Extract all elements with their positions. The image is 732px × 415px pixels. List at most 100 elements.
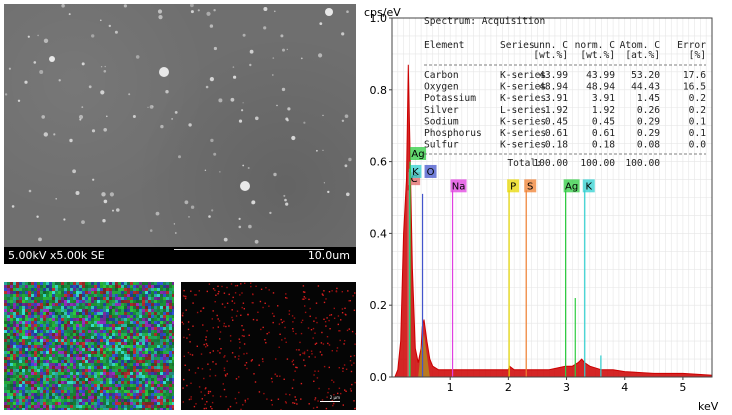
map-pixel	[163, 321, 166, 324]
map-pixel	[100, 396, 103, 399]
map-pixel	[19, 318, 22, 321]
map-pixel	[304, 291, 306, 293]
map-pixel	[67, 315, 70, 318]
map-pixel	[100, 333, 103, 336]
map-pixel	[136, 327, 139, 330]
map-pixel	[169, 351, 172, 354]
map-pixel	[34, 318, 37, 321]
map-pixel	[88, 381, 91, 384]
map-pixel	[64, 366, 67, 369]
map-pixel	[7, 360, 10, 363]
map-pixel	[270, 399, 273, 401]
map-pixel	[163, 294, 166, 297]
map-pixel	[58, 336, 61, 339]
table-cell: K-series	[500, 70, 546, 81]
map-pixel	[25, 315, 28, 318]
map-pixel	[43, 330, 46, 333]
map-pixel	[37, 375, 40, 378]
map-pixel	[7, 369, 10, 372]
map-pixel	[91, 381, 94, 384]
map-pixel	[19, 354, 22, 357]
map-pixel	[4, 390, 7, 393]
map-pixel	[4, 405, 7, 408]
map-pixel	[49, 363, 52, 366]
map-pixel	[127, 336, 130, 339]
sem-particle	[68, 13, 71, 16]
map-pixel	[109, 384, 112, 387]
map-pixel	[238, 355, 240, 357]
map-pixel	[338, 387, 341, 389]
map-pixel	[154, 309, 157, 312]
map-pixel	[97, 348, 100, 351]
map-pixel	[79, 333, 82, 336]
map-pixel	[58, 327, 61, 330]
map-pixel	[211, 408, 213, 410]
map-pixel	[70, 351, 73, 354]
map-pixel	[109, 288, 112, 291]
map-pixel	[103, 297, 106, 300]
map-pixel	[19, 363, 22, 366]
map-pixel	[130, 324, 133, 327]
map-pixel	[55, 369, 58, 372]
map-pixel	[82, 339, 85, 342]
map-pixel	[258, 391, 261, 393]
map-pixel	[88, 393, 91, 396]
map-pixel	[7, 309, 10, 312]
sem-particle	[344, 164, 348, 168]
map-pixel	[70, 363, 73, 366]
map-pixel	[340, 392, 342, 395]
map-pixel	[145, 399, 148, 402]
map-pixel	[325, 298, 327, 300]
map-pixel	[118, 381, 121, 384]
map-pixel	[118, 303, 121, 306]
map-pixel	[94, 297, 97, 300]
map-pixel	[160, 378, 163, 381]
map-pixel	[169, 348, 172, 351]
map-pixel	[88, 288, 91, 291]
map-pixel	[121, 354, 124, 357]
map-pixel	[284, 326, 286, 329]
map-pixel	[139, 372, 142, 375]
map-pixel	[294, 396, 296, 398]
map-pixel	[91, 354, 94, 357]
map-pixel	[215, 363, 217, 365]
map-pixel	[40, 327, 43, 330]
map-pixel	[64, 312, 67, 315]
map-pixel	[4, 336, 7, 339]
map-pixel	[166, 378, 169, 381]
map-pixel	[52, 309, 55, 312]
map-pixel	[308, 298, 310, 301]
map-pixel	[94, 318, 97, 321]
map-pixel	[323, 290, 325, 292]
map-pixel	[148, 369, 151, 372]
map-pixel	[91, 348, 94, 351]
map-pixel	[200, 391, 202, 393]
map-pixel	[223, 292, 226, 294]
map-pixel	[82, 408, 85, 410]
map-pixel	[151, 294, 154, 297]
map-pixel	[166, 339, 169, 342]
map-pixel	[115, 345, 118, 348]
map-pixel	[37, 321, 40, 324]
map-pixel	[91, 327, 94, 330]
map-pixel	[76, 330, 79, 333]
map-pixel	[157, 360, 160, 363]
map-pixel	[226, 360, 228, 362]
y-tick-label: 0.4	[370, 227, 388, 240]
map-pixel	[151, 381, 154, 384]
map-pixel	[97, 342, 100, 345]
map-pixel	[169, 399, 172, 402]
map-pixel	[88, 390, 91, 393]
map-pixel	[19, 300, 22, 303]
map-pixel	[94, 357, 97, 360]
map-pixel	[25, 360, 28, 363]
map-pixel	[109, 387, 112, 390]
map-pixel	[142, 387, 145, 390]
sem-particle	[178, 155, 181, 159]
map-pixel	[91, 357, 94, 360]
map-pixel	[49, 351, 52, 354]
map-pixel	[106, 285, 109, 288]
map-pixel	[139, 378, 142, 381]
map-pixel	[19, 309, 22, 312]
map-pixel	[142, 300, 145, 303]
